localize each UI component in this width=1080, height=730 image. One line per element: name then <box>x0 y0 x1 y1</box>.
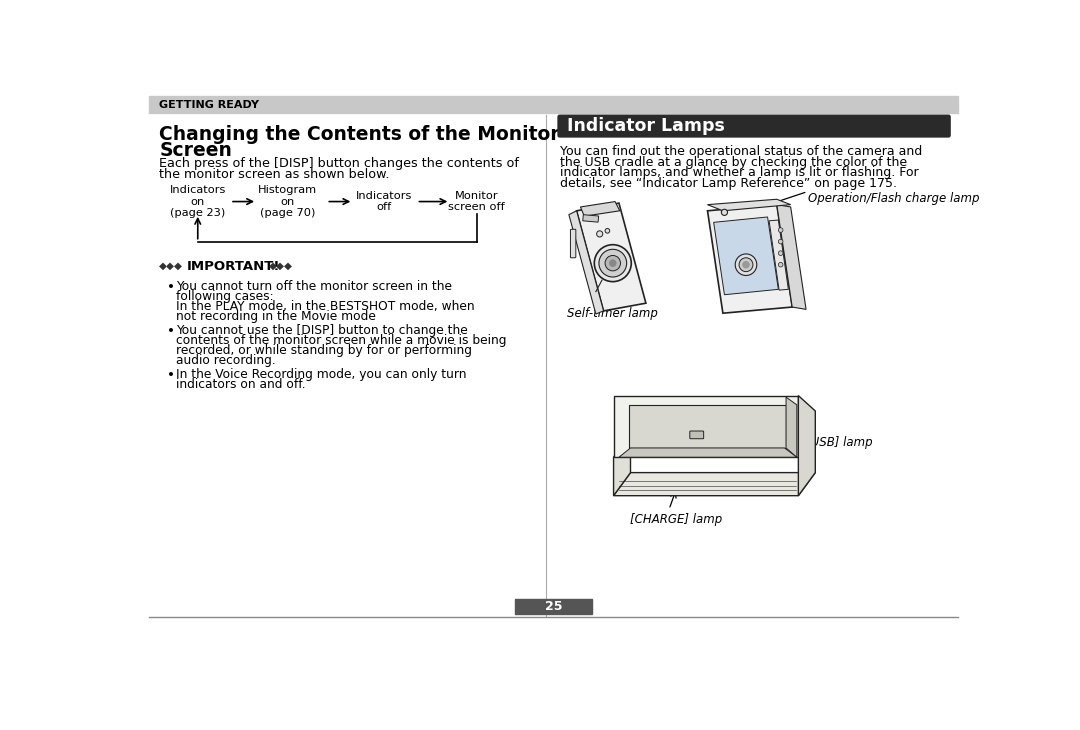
Circle shape <box>779 228 783 232</box>
Polygon shape <box>619 448 797 457</box>
Circle shape <box>721 210 728 215</box>
Bar <box>149 96 958 113</box>
FancyBboxPatch shape <box>690 431 704 439</box>
Polygon shape <box>613 472 815 496</box>
Polygon shape <box>798 396 815 496</box>
Text: Each press of the [DISP] button changes the contents of: Each press of the [DISP] button changes … <box>159 157 519 170</box>
Text: recorded, or while standing by for or performing: recorded, or while standing by for or pe… <box>176 344 472 357</box>
Text: 25: 25 <box>544 600 563 613</box>
Text: contents of the monitor screen while a movie is being: contents of the monitor screen while a m… <box>176 334 507 347</box>
Text: Changing the Contents of the Monitor: Changing the Contents of the Monitor <box>159 126 559 145</box>
Bar <box>583 215 598 222</box>
Text: GETTING READY: GETTING READY <box>159 99 259 109</box>
Text: You cannot turn off the monitor screen in the: You cannot turn off the monitor screen i… <box>176 280 453 293</box>
Circle shape <box>779 262 783 267</box>
Text: IMPORTANT!: IMPORTANT! <box>187 260 281 273</box>
Polygon shape <box>714 217 779 295</box>
Text: the USB cradle at a glance by checking the color of the: the USB cradle at a glance by checking t… <box>559 155 907 169</box>
Text: [USB] lamp: [USB] lamp <box>806 436 873 449</box>
Polygon shape <box>613 396 798 457</box>
Polygon shape <box>777 204 806 310</box>
Text: Operation/Flash charge lamp: Operation/Flash charge lamp <box>808 191 980 204</box>
Circle shape <box>779 251 783 255</box>
Text: In the PLAY mode, in the BESTSHOT mode, when: In the PLAY mode, in the BESTSHOT mode, … <box>176 300 475 313</box>
Text: indicator lamps, and whether a lamp is lit or flashing. For: indicator lamps, and whether a lamp is l… <box>559 166 918 179</box>
Text: details, see “Indicator Lamp Reference” on page 175.: details, see “Indicator Lamp Reference” … <box>559 177 896 190</box>
FancyBboxPatch shape <box>570 229 576 258</box>
Circle shape <box>605 228 610 233</box>
Polygon shape <box>613 434 631 496</box>
Circle shape <box>610 260 616 266</box>
Circle shape <box>779 239 783 244</box>
Text: Indicators
on
(page 23): Indicators on (page 23) <box>170 185 226 218</box>
Text: Indicators
off: Indicators off <box>356 191 413 212</box>
Polygon shape <box>707 204 793 313</box>
Circle shape <box>599 250 626 277</box>
Text: You cannot use the [DISP] button to change the: You cannot use the [DISP] button to chan… <box>176 324 468 337</box>
Text: Monitor
screen off: Monitor screen off <box>448 191 504 212</box>
Polygon shape <box>577 203 646 311</box>
Circle shape <box>743 261 750 268</box>
Polygon shape <box>707 199 791 211</box>
Polygon shape <box>569 211 604 314</box>
Text: •: • <box>167 368 175 382</box>
Text: Screen: Screen <box>159 141 232 160</box>
FancyBboxPatch shape <box>557 115 950 138</box>
Text: indicators on and off.: indicators on and off. <box>176 378 306 391</box>
Text: [CHARGE] lamp: [CHARGE] lamp <box>631 512 723 526</box>
Text: You can find out the operational status of the camera and: You can find out the operational status … <box>559 145 922 158</box>
Text: audio recording.: audio recording. <box>176 354 276 367</box>
Text: following cases:: following cases: <box>176 290 274 303</box>
Circle shape <box>594 245 632 282</box>
Circle shape <box>596 231 603 237</box>
Text: Self-timer lamp: Self-timer lamp <box>567 307 658 320</box>
Circle shape <box>735 254 757 275</box>
Text: ◆◆◆: ◆◆◆ <box>159 261 184 272</box>
Text: the monitor screen as shown below.: the monitor screen as shown below. <box>159 168 390 181</box>
Text: ◆◆◆: ◆◆◆ <box>269 261 294 272</box>
Text: •: • <box>167 280 175 294</box>
Text: •: • <box>167 324 175 338</box>
Polygon shape <box>786 397 797 457</box>
Polygon shape <box>629 405 786 448</box>
Text: Indicator Lamps: Indicator Lamps <box>567 117 726 135</box>
Polygon shape <box>769 220 788 290</box>
Bar <box>515 599 592 614</box>
Text: Histogram
on
(page 70): Histogram on (page 70) <box>258 185 318 218</box>
Polygon shape <box>580 201 620 216</box>
Text: not recording in the Movie mode: not recording in the Movie mode <box>176 310 376 323</box>
Circle shape <box>605 255 621 271</box>
Text: In the Voice Recording mode, you can only turn: In the Voice Recording mode, you can onl… <box>176 368 467 381</box>
Circle shape <box>739 258 753 272</box>
